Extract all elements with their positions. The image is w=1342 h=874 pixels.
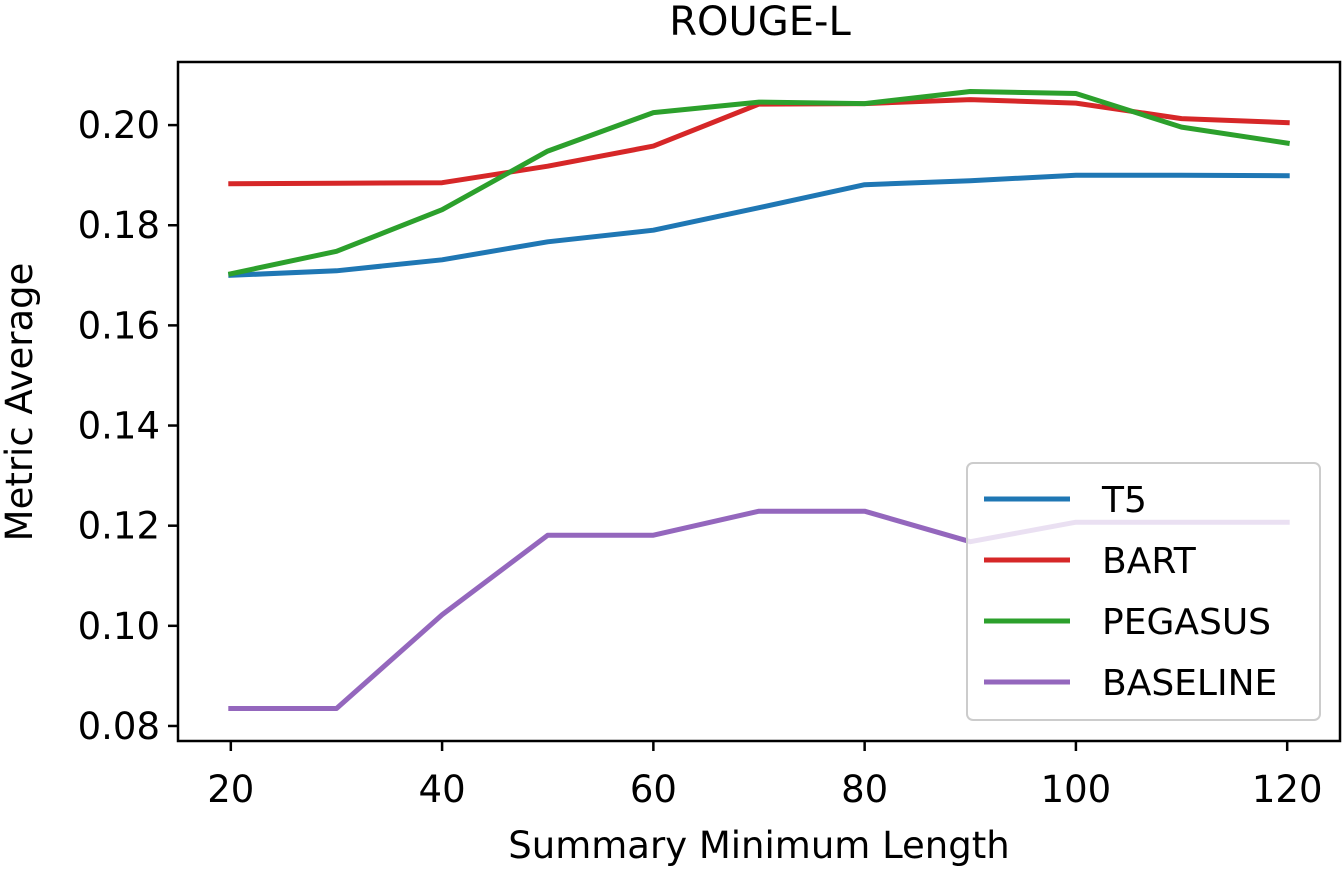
legend: T5 BART PEGASUS BASELINE [966,462,1321,721]
legend-label-baseline: BASELINE [1102,663,1277,704]
series-line-t5 [228,172,1290,278]
x-tick-label: 40 [419,768,466,811]
y-tick-label: 0.12 [78,505,160,548]
y-tick-label: 0.08 [78,705,160,748]
x-tick-label: 120 [1252,768,1323,811]
x-axis: 20 40 60 80 100 120 [207,741,1322,811]
chart-title: ROUGE-L [669,0,851,45]
y-tick-label: 0.16 [78,304,160,347]
y-tick-label: 0.18 [78,204,160,247]
x-tick-label: 80 [841,768,888,811]
x-tick-label: 60 [630,768,677,811]
x-tick-label: 20 [207,768,254,811]
x-axis-label: Summary Minimum Length [508,824,1009,867]
legend-label-pegasus: PEGASUS [1102,602,1271,643]
legend-box [966,462,1321,721]
y-axis-label: Metric Average [0,263,41,542]
plot-frame [176,60,1342,743]
y-tick-label: 0.20 [78,104,160,147]
series-line-pegasus [227,89,1291,277]
x-tick-label: 100 [1041,768,1112,811]
legend-label-t5: T5 [1101,480,1147,521]
y-tick-label: 0.14 [78,405,160,448]
y-tick-label: 0.10 [78,605,160,648]
legend-label-bart: BART [1102,541,1197,582]
y-axis: 0.08 0.10 0.12 0.14 0.16 0.18 0.20 [78,104,178,748]
